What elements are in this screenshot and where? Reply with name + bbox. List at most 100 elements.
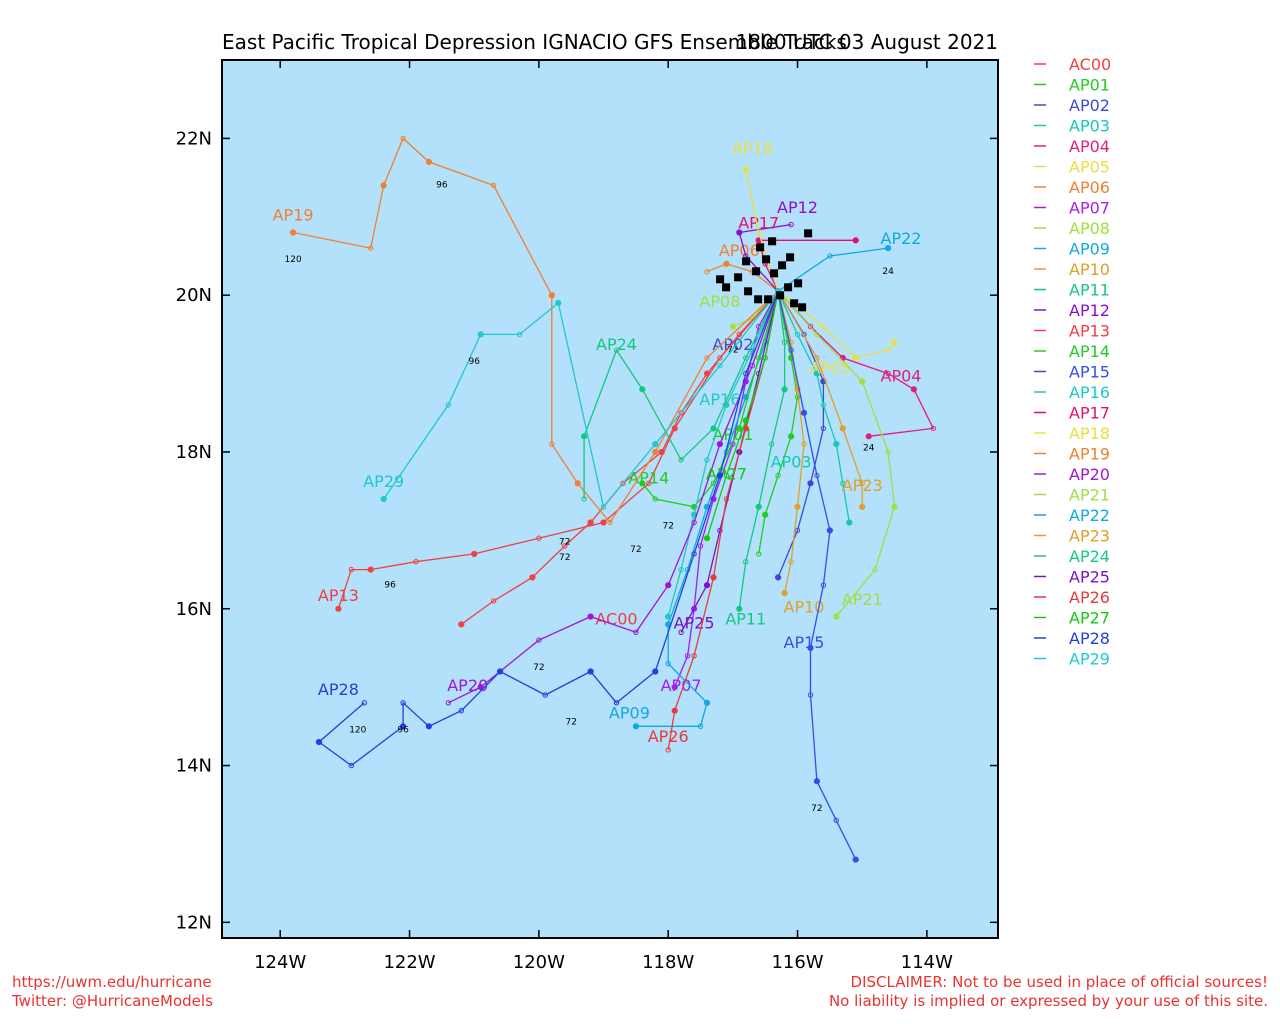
track-point bbox=[756, 229, 762, 236]
track-point bbox=[781, 339, 788, 345]
forecast-hour-label: 120 bbox=[285, 255, 302, 265]
track-point bbox=[891, 503, 898, 510]
initial-position-marker bbox=[794, 279, 803, 288]
track-point bbox=[852, 354, 859, 361]
track-point bbox=[717, 363, 723, 369]
initial-position-marker bbox=[798, 303, 807, 312]
track-point bbox=[762, 355, 768, 361]
track-point bbox=[671, 425, 678, 432]
track-line bbox=[738, 223, 792, 292]
forecast-hour-label: 96 bbox=[436, 181, 448, 191]
legend-label: AP15 bbox=[1069, 363, 1110, 382]
track-label: AP16 bbox=[699, 390, 740, 409]
ensemble-tracks: AC0072AP01AP02AP03AP0424AP05AP06AP07AP08… bbox=[273, 135, 936, 863]
track-point bbox=[729, 323, 737, 330]
track-line bbox=[777, 290, 896, 618]
legend-item-ap19: AP19 bbox=[1034, 445, 1110, 464]
track-point bbox=[445, 402, 451, 408]
track-point bbox=[710, 574, 717, 581]
track-point bbox=[665, 613, 672, 620]
track-ap11: AP11 bbox=[725, 288, 788, 628]
track-point bbox=[600, 504, 607, 510]
track-point bbox=[820, 323, 827, 330]
track-line bbox=[583, 291, 779, 499]
legend-label: AP05 bbox=[1069, 158, 1110, 177]
forecast-hour-label: 72 bbox=[565, 718, 576, 728]
track-point bbox=[613, 347, 620, 353]
legend-item-ap25: AP25 bbox=[1034, 568, 1110, 587]
y-tick-label: 20N bbox=[176, 285, 212, 306]
track-point bbox=[807, 644, 814, 652]
track-ap02: AP02 bbox=[712, 288, 827, 581]
legend-item-ap26: AP26 bbox=[1034, 588, 1110, 607]
track-point bbox=[555, 299, 562, 307]
forecast-hour-label: 120 bbox=[349, 726, 366, 736]
track-point bbox=[678, 566, 684, 573]
footer-twitter[interactable]: Twitter: @HurricaneModels bbox=[12, 992, 213, 1010]
track-point bbox=[820, 425, 827, 432]
track-label: AP22 bbox=[881, 229, 922, 248]
track-point bbox=[613, 700, 620, 706]
track-point bbox=[581, 433, 588, 440]
forecast-hour-label: 96 bbox=[397, 726, 409, 736]
track-point bbox=[425, 158, 432, 165]
chart-datetime: 1800 UTC 03 August 2021 bbox=[736, 30, 998, 54]
track-ap13: AP13 72 96 bbox=[318, 288, 782, 612]
track-point bbox=[775, 574, 782, 581]
track-point bbox=[703, 582, 711, 589]
forecast-hour-label: 72 bbox=[811, 804, 822, 814]
track-label: AP21 bbox=[842, 590, 883, 609]
track-point bbox=[361, 700, 367, 706]
forecast-hour-label: 72 bbox=[533, 663, 544, 673]
legend-label: AP03 bbox=[1069, 117, 1110, 136]
track-point bbox=[368, 245, 374, 251]
x-tick-label: 122W bbox=[383, 952, 435, 973]
legend-label: AP12 bbox=[1069, 301, 1110, 320]
track-line bbox=[706, 263, 779, 292]
track-point bbox=[742, 166, 749, 173]
track-label: AP19 bbox=[273, 206, 314, 225]
track-ap24: AP24 bbox=[581, 288, 782, 502]
track-point bbox=[536, 535, 542, 541]
legend-item-ap07: AP07 bbox=[1034, 199, 1110, 218]
track-ap05: AP05 bbox=[775, 288, 898, 378]
track-point bbox=[600, 519, 607, 526]
legend-item-ap20: AP20 bbox=[1034, 465, 1110, 484]
y-tick-label: 22N bbox=[176, 128, 212, 149]
track-point bbox=[620, 480, 626, 486]
track-point bbox=[458, 621, 465, 628]
footer-url[interactable]: https://uwm.edu/hurricane bbox=[12, 973, 212, 991]
track-point bbox=[794, 394, 801, 400]
x-tick-label: 118W bbox=[642, 952, 694, 973]
track-point bbox=[807, 692, 814, 698]
legend-label: AP27 bbox=[1069, 609, 1110, 628]
forecast-hour-label: 72 bbox=[559, 537, 570, 547]
track-label: AP18 bbox=[732, 139, 773, 158]
initial-position-marker bbox=[776, 291, 785, 300]
initial-position-marker bbox=[786, 253, 795, 262]
track-point bbox=[587, 519, 594, 526]
legend-label: AP02 bbox=[1069, 96, 1110, 115]
track-point bbox=[736, 425, 743, 432]
track-point bbox=[742, 417, 749, 424]
track-point bbox=[743, 370, 749, 377]
track-point bbox=[348, 762, 354, 769]
track-point bbox=[574, 480, 581, 487]
x-tick-label: 124W bbox=[254, 952, 306, 973]
track-point bbox=[762, 511, 769, 518]
track-point bbox=[833, 613, 840, 620]
track-point bbox=[691, 653, 697, 659]
legend-label: AC00 bbox=[1069, 55, 1111, 74]
legend-item-ap05: AP05 bbox=[1034, 158, 1110, 177]
track-label: AP12 bbox=[777, 198, 818, 217]
track-point bbox=[652, 668, 659, 675]
track-point bbox=[400, 700, 406, 706]
forecast-hour-label: 72 bbox=[630, 545, 641, 555]
track-point bbox=[891, 339, 898, 346]
track-point bbox=[801, 441, 807, 447]
track-point bbox=[516, 331, 523, 338]
legend-item-ap06: AP06 bbox=[1034, 178, 1110, 197]
legend-item-ap21: AP21 bbox=[1034, 486, 1110, 505]
